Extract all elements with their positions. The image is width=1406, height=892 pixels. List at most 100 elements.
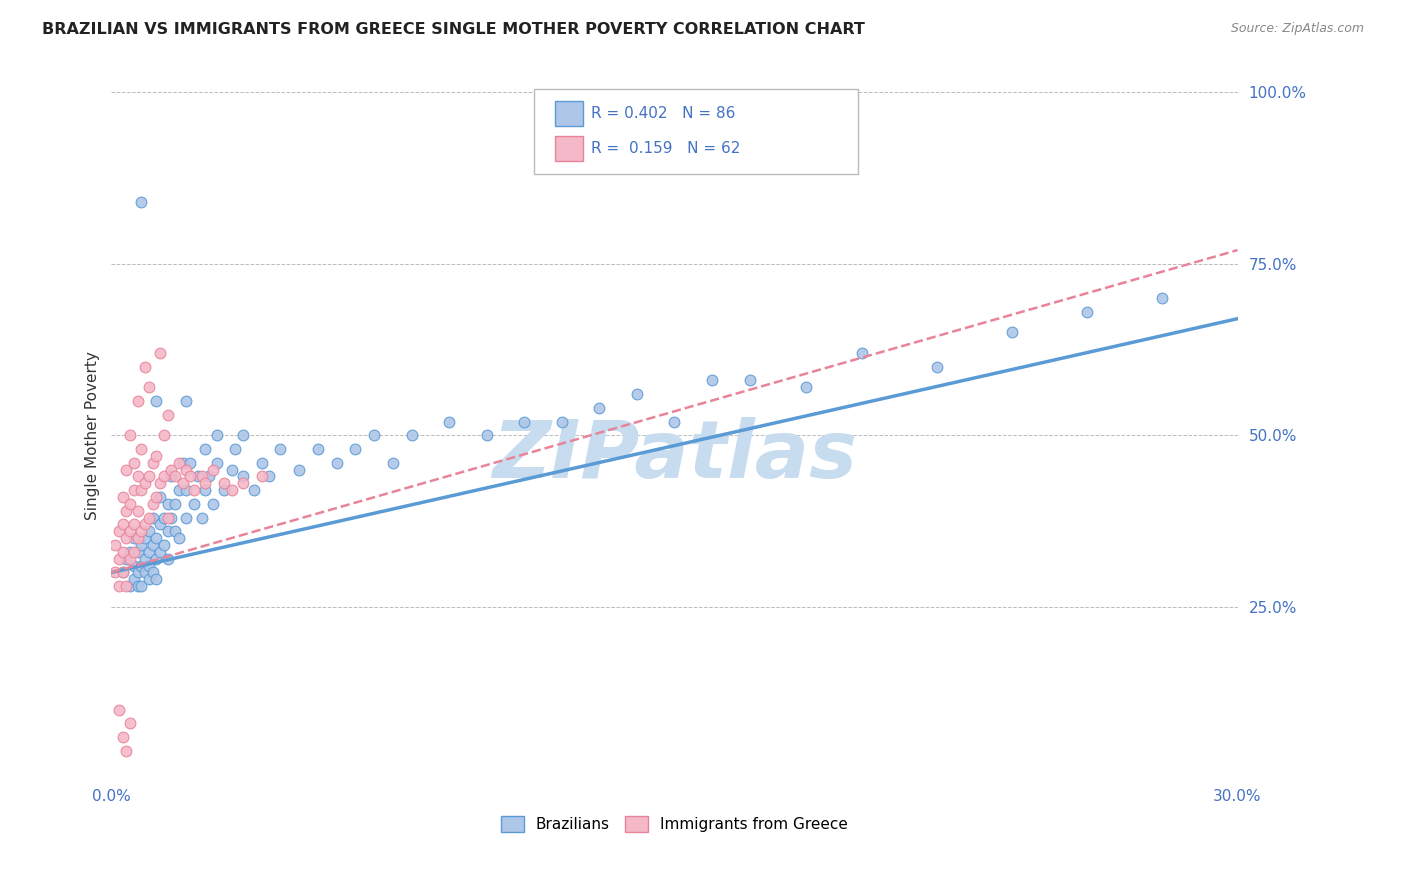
Point (131, 558, 153, 573)
Point (212, 476, 235, 491)
Point (115, 531, 138, 545)
Point (127, 469, 149, 483)
Point (927, 359, 949, 374)
Point (183, 483, 205, 498)
Point (131, 579, 153, 593)
Point (851, 346, 873, 360)
Point (153, 510, 176, 524)
Point (250, 456, 273, 470)
Point (179, 456, 201, 470)
Point (120, 551, 142, 566)
Point (134, 476, 156, 491)
Point (194, 483, 217, 498)
Point (127, 394, 149, 409)
Point (111, 517, 134, 532)
Point (201, 462, 224, 476)
Point (381, 456, 404, 470)
Legend: Brazilians, Immigrants from Greece: Brazilians, Immigrants from Greece (501, 816, 848, 832)
Point (122, 517, 145, 532)
Point (201, 497, 224, 511)
Point (145, 449, 167, 463)
Point (156, 497, 179, 511)
Text: R = 0.402   N = 86: R = 0.402 N = 86 (591, 106, 735, 120)
Point (134, 359, 156, 374)
Text: BRAZILIAN VS IMMIGRANTS FROM GREECE SINGLE MOTHER POVERTY CORRELATION CHART: BRAZILIAN VS IMMIGRANTS FROM GREECE SING… (42, 22, 865, 37)
Point (145, 572, 167, 586)
Point (269, 442, 291, 456)
Point (439, 415, 461, 429)
Point (111, 730, 134, 744)
Point (142, 566, 165, 580)
Point (120, 497, 142, 511)
Point (257, 469, 280, 483)
Point (127, 566, 149, 580)
Point (187, 469, 209, 483)
Point (232, 476, 254, 491)
Point (160, 510, 183, 524)
Point (131, 442, 153, 456)
Point (221, 462, 243, 476)
Point (131, 524, 153, 539)
Point (145, 490, 167, 504)
Point (122, 531, 145, 545)
Point (120, 545, 142, 559)
Point (134, 531, 156, 545)
Point (243, 483, 266, 498)
Point (134, 517, 156, 532)
Point (145, 531, 167, 545)
Point (250, 469, 273, 483)
Point (1001, 326, 1024, 340)
Point (149, 490, 172, 504)
Point (179, 469, 201, 483)
Point (120, 579, 142, 593)
Point (134, 566, 156, 580)
Point (190, 510, 212, 524)
Point (149, 346, 172, 360)
Point (190, 469, 212, 483)
Point (104, 566, 127, 580)
Point (156, 510, 179, 524)
Point (172, 476, 194, 491)
Point (149, 476, 172, 491)
Point (111, 490, 134, 504)
Point (131, 483, 153, 498)
Point (145, 551, 167, 566)
Point (165, 469, 187, 483)
Point (138, 545, 160, 559)
Point (115, 504, 138, 518)
Point (127, 579, 149, 593)
Point (122, 572, 145, 586)
Point (1152, 291, 1174, 305)
Point (108, 579, 131, 593)
Point (122, 483, 145, 498)
Point (111, 566, 134, 580)
Y-axis label: Single Mother Poverty: Single Mother Poverty (86, 351, 100, 520)
Point (664, 415, 686, 429)
Point (224, 442, 246, 456)
Point (108, 524, 131, 539)
Point (551, 415, 574, 429)
Point (176, 483, 198, 498)
Point (513, 415, 536, 429)
Point (156, 524, 179, 539)
Point (149, 545, 172, 559)
Point (131, 538, 153, 552)
Point (149, 517, 172, 532)
Point (344, 442, 367, 456)
Point (120, 428, 142, 442)
Point (401, 428, 423, 442)
Point (588, 401, 610, 415)
Point (165, 524, 187, 539)
Point (153, 469, 176, 483)
Point (108, 551, 131, 566)
Point (111, 566, 134, 580)
Point (167, 531, 190, 545)
Point (115, 579, 138, 593)
Point (160, 462, 183, 476)
Point (288, 462, 311, 476)
Point (1076, 305, 1098, 319)
Point (194, 476, 217, 491)
Point (127, 504, 149, 518)
Point (142, 456, 165, 470)
Point (165, 497, 187, 511)
